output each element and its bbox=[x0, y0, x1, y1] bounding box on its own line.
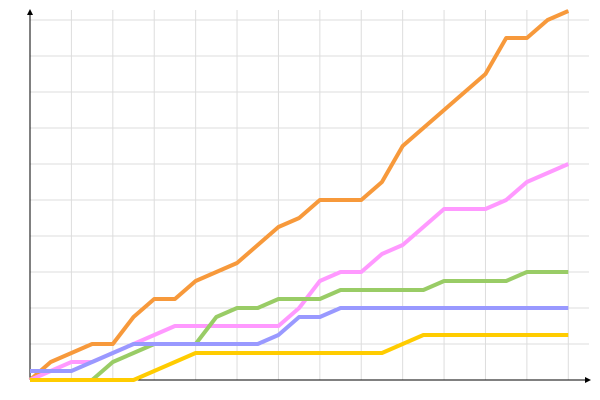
series-line bbox=[30, 333, 569, 382]
series-line bbox=[28, 9, 570, 382]
series-line bbox=[30, 270, 569, 382]
series-line bbox=[30, 306, 569, 373]
